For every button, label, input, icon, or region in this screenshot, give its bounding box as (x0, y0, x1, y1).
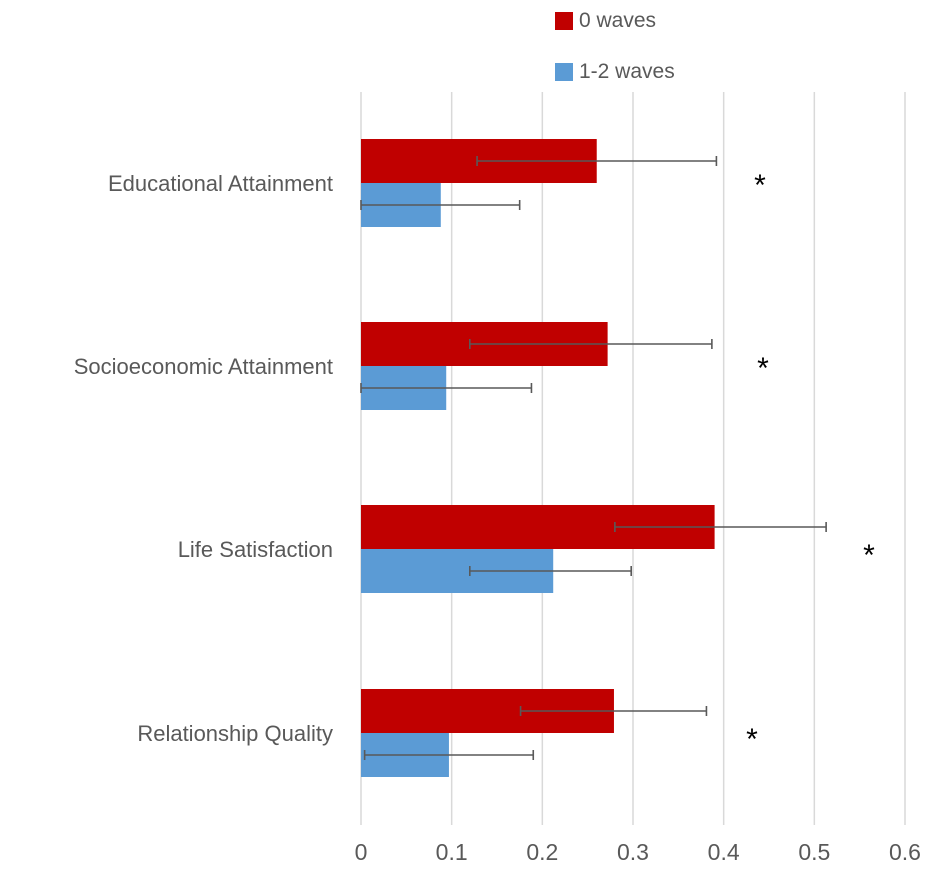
category-label: Socioeconomic Attainment (74, 354, 333, 379)
legend-swatch-0-waves (555, 12, 573, 30)
significance-marker: * (754, 169, 766, 202)
legend-item-0-waves: 0 waves (555, 6, 656, 36)
x-tick-label: 0.2 (526, 839, 558, 865)
legend: 0 waves 1-2 waves (555, 0, 755, 90)
category-label: Life Satisfaction (178, 537, 333, 562)
legend-label-1-2-waves: 1-2 waves (579, 60, 675, 83)
x-tick-label: 0.5 (798, 839, 830, 865)
x-tick-label: 0.6 (889, 839, 921, 865)
category-label: Relationship Quality (137, 721, 333, 746)
x-tick-label: 0.3 (617, 839, 649, 865)
x-tick-label: 0.1 (436, 839, 468, 865)
x-tick-label: 0.4 (708, 839, 740, 865)
legend-item-1-2-waves: 1-2 waves (555, 57, 675, 87)
significance-marker: * (863, 539, 875, 572)
category-label: Educational Attainment (108, 171, 333, 196)
legend-label-0-waves: 0 waves (579, 9, 657, 32)
significance-marker: * (757, 352, 769, 385)
significance-marker: * (746, 723, 758, 756)
legend-swatch-1-2-waves (555, 63, 573, 81)
x-tick-label: 0 (355, 839, 368, 865)
